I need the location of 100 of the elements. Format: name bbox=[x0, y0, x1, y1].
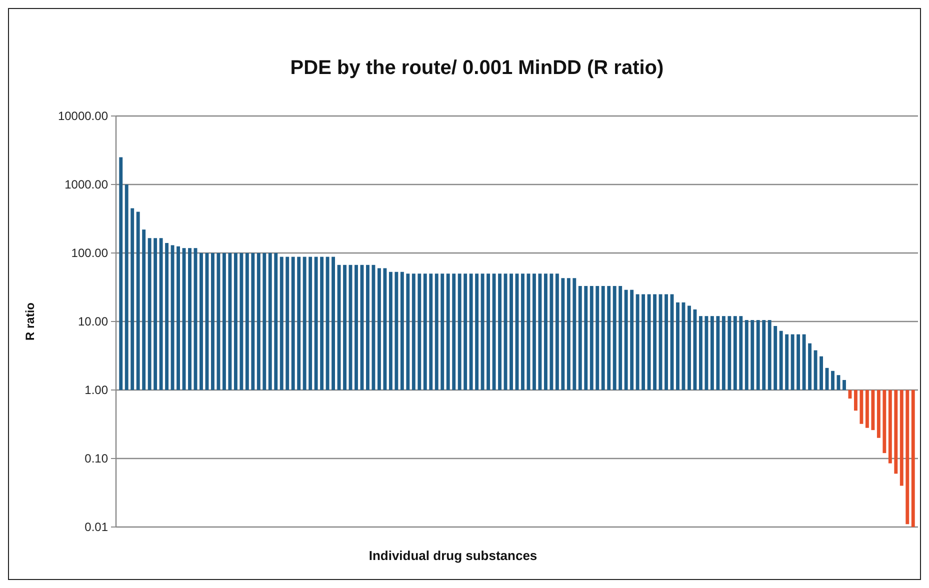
bar bbox=[739, 316, 743, 390]
bar bbox=[332, 256, 336, 390]
y-tick-label: 0.01 bbox=[84, 520, 108, 534]
bar bbox=[630, 290, 634, 390]
bar bbox=[486, 274, 490, 390]
bar bbox=[188, 248, 192, 390]
bar bbox=[314, 256, 318, 390]
bar bbox=[676, 302, 680, 390]
bar bbox=[343, 264, 346, 390]
bar bbox=[722, 316, 726, 390]
bar bbox=[704, 316, 708, 390]
bar bbox=[882, 390, 886, 454]
bar bbox=[624, 290, 628, 390]
bar bbox=[728, 316, 732, 390]
bar bbox=[584, 286, 588, 390]
bar bbox=[377, 268, 381, 390]
bar bbox=[446, 274, 450, 390]
bar bbox=[653, 294, 657, 390]
y-axis-title: R ratio bbox=[23, 302, 37, 341]
y-tick-label: 100.00 bbox=[71, 246, 108, 260]
bar bbox=[808, 343, 812, 390]
bar bbox=[796, 334, 800, 390]
bar bbox=[865, 390, 869, 428]
bar bbox=[642, 294, 646, 390]
bar bbox=[400, 272, 404, 390]
bar bbox=[154, 238, 158, 390]
bar bbox=[785, 334, 789, 390]
bar bbox=[779, 330, 783, 390]
bar bbox=[240, 253, 244, 390]
bar bbox=[790, 334, 794, 390]
bar bbox=[876, 390, 880, 438]
bar bbox=[774, 326, 778, 390]
bar bbox=[142, 230, 146, 390]
bar bbox=[423, 274, 427, 390]
bar bbox=[262, 253, 266, 390]
bar bbox=[429, 274, 433, 390]
bar bbox=[245, 253, 249, 390]
bar bbox=[119, 157, 123, 390]
bar bbox=[618, 286, 622, 390]
bar bbox=[521, 274, 524, 390]
bar bbox=[286, 256, 290, 390]
bar bbox=[406, 274, 410, 390]
bar bbox=[733, 316, 737, 390]
bar bbox=[469, 274, 473, 390]
bar bbox=[561, 278, 565, 390]
bar bbox=[555, 274, 559, 390]
bar bbox=[274, 253, 278, 390]
bar bbox=[762, 320, 766, 390]
bar bbox=[550, 274, 554, 390]
bar bbox=[251, 253, 255, 390]
bar bbox=[693, 309, 697, 390]
bar bbox=[578, 286, 582, 390]
bar bbox=[388, 272, 392, 390]
bar bbox=[302, 256, 306, 390]
bar bbox=[200, 253, 203, 390]
bar bbox=[607, 286, 611, 390]
bar bbox=[124, 184, 128, 390]
bar bbox=[532, 274, 536, 390]
bar bbox=[854, 390, 858, 411]
bar bbox=[538, 274, 542, 390]
bar bbox=[716, 316, 720, 390]
bar bbox=[337, 264, 341, 390]
bar bbox=[710, 316, 714, 390]
bar bbox=[268, 253, 272, 390]
bar bbox=[165, 242, 169, 390]
y-tick-label: 10.00 bbox=[78, 314, 108, 329]
bar bbox=[383, 268, 387, 390]
bar bbox=[768, 320, 772, 390]
bar bbox=[900, 390, 904, 486]
bar bbox=[256, 253, 260, 390]
bar bbox=[418, 274, 422, 390]
y-tick-label: 0.10 bbox=[84, 452, 108, 466]
bar bbox=[802, 334, 806, 390]
bar bbox=[176, 246, 180, 390]
bar bbox=[842, 380, 846, 390]
bar bbox=[647, 294, 651, 390]
bar bbox=[228, 253, 232, 390]
bar bbox=[544, 274, 548, 390]
bar bbox=[612, 286, 616, 390]
bar bbox=[452, 274, 456, 390]
bar bbox=[698, 316, 702, 390]
bar bbox=[326, 256, 330, 390]
bar bbox=[636, 294, 640, 390]
bar bbox=[756, 320, 760, 390]
bar bbox=[440, 274, 444, 390]
bar bbox=[572, 278, 576, 390]
bar bbox=[170, 245, 174, 390]
bar bbox=[688, 306, 691, 390]
bar bbox=[492, 274, 496, 390]
y-tick-label: 1.00 bbox=[84, 383, 108, 398]
bar bbox=[894, 390, 898, 474]
bar bbox=[498, 274, 502, 390]
bar bbox=[291, 256, 295, 390]
bar bbox=[480, 274, 484, 390]
bar bbox=[911, 390, 915, 527]
bar bbox=[394, 272, 398, 390]
bar bbox=[750, 320, 754, 390]
bar bbox=[871, 390, 875, 430]
bar bbox=[475, 274, 479, 390]
bar bbox=[596, 286, 600, 390]
